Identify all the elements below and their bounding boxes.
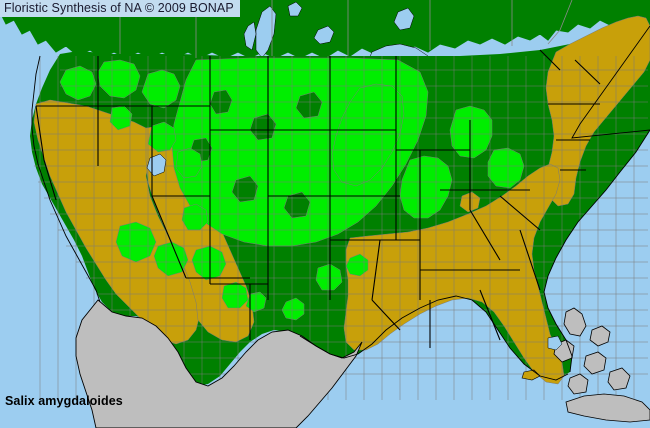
map-title: Floristic Synthesis of NA © 2009 BONAP bbox=[0, 0, 240, 17]
lake-okeechobee bbox=[547, 335, 563, 351]
lake-small-north-a bbox=[287, 1, 303, 17]
lake-manitoba bbox=[243, 21, 257, 51]
state-borders bbox=[35, 49, 601, 348]
bright-green-southwest bbox=[115, 203, 249, 309]
bright-green-midwest bbox=[331, 83, 525, 219]
lake-nipigon bbox=[393, 7, 415, 31]
region-cuba bbox=[565, 393, 650, 423]
species-name-label: Salix amygdaloides bbox=[5, 394, 123, 408]
coastline-outlines bbox=[31, 25, 650, 381]
bright-green-northwest bbox=[59, 59, 203, 179]
county-grid bbox=[32, 56, 648, 400]
lake-of-the-woods bbox=[313, 25, 335, 45]
